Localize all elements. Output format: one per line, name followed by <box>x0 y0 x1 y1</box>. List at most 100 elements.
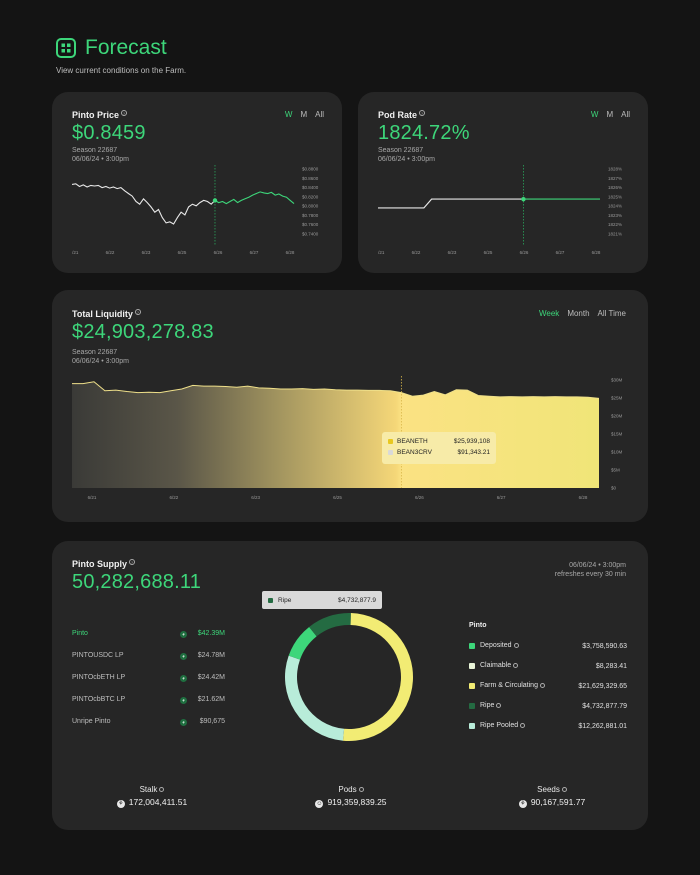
pods-icon: ☺ <box>315 800 324 808</box>
token-name: Unripe Pinto <box>72 718 111 725</box>
stalk-icon: ⚘ <box>116 800 125 808</box>
x-tick-label: 6/28 <box>286 250 295 255</box>
series-line-past <box>378 198 524 209</box>
tooltip-value: $25,939,108 <box>453 438 490 445</box>
x-tick-label: 6/21 <box>88 495 97 500</box>
x-tick-label: 6/23 <box>251 495 260 500</box>
pinto-price-chart[interactable]: $0.8800 $0.8600 $0.8400 $0.8200 $0.8000 $0.78… <box>72 164 332 259</box>
page-title: Forecast <box>85 36 167 59</box>
token-row[interactable]: PINTOcbBTC LP ⚘ $21.62M <box>72 696 225 706</box>
y-tick-label: $0.8000 <box>302 204 319 209</box>
info-icon[interactable]: ? <box>419 110 426 116</box>
pod-rate-season: Season 22687 <box>378 147 424 154</box>
stat-label-text: Seeds <box>537 785 560 794</box>
legend-swatch <box>469 722 475 729</box>
info-icon[interactable]: ? <box>121 110 128 116</box>
stat-label-text: Pods <box>338 785 357 794</box>
range-m-button[interactable]: M <box>606 110 614 119</box>
x-tick-label: 6/22 <box>169 495 178 500</box>
series-line-past <box>72 183 216 225</box>
total-liquidity-value: $24,903,278.83 <box>72 321 214 343</box>
y-tick-label: 1821% <box>608 232 622 237</box>
info-icon[interactable]: ? <box>134 309 141 315</box>
range-week-button[interactable]: Week <box>539 309 560 318</box>
info-icon[interactable] <box>513 663 519 668</box>
donut-slice-deposited <box>288 626 317 660</box>
range-all-button[interactable]: All <box>315 110 324 119</box>
pinto-price-season: Season 22687 <box>72 147 118 154</box>
info-icon[interactable] <box>358 787 364 793</box>
range-m-button[interactable]: M <box>300 110 308 119</box>
total-liquidity-time: 06/06/24 • 3:00pm <box>72 358 129 365</box>
x-tick-label: 6/26 <box>214 250 223 255</box>
legend-swatch <box>469 662 475 669</box>
liquidity-line <box>72 381 600 399</box>
series-line-current <box>214 191 295 205</box>
token-row[interactable]: PINTOUSDC LP ⚘ $24.78M <box>72 652 225 662</box>
range-w-button[interactable]: W <box>284 110 293 119</box>
legend-label: Claimable <box>480 662 512 669</box>
token-name: PINTOUSDC LP <box>72 652 124 659</box>
stat-stalk: Stalk ⚘ 172,004,411.51 <box>92 785 212 808</box>
legend-label: Deposited <box>480 642 512 649</box>
tooltip-label: BEANETH <box>397 438 428 445</box>
x-tick-label: 6/23 <box>448 250 457 255</box>
y-tick-label: $0.7800 <box>302 213 319 218</box>
x-tick-label: 6/26 <box>520 250 529 255</box>
x-tick-label: 6/22 <box>106 250 115 255</box>
stat-seeds: Seeds ⚘ 90,167,591.77 <box>492 785 612 808</box>
info-icon[interactable] <box>539 683 545 688</box>
pinto-price-time: 06/06/24 • 3:00pm <box>72 156 129 163</box>
y-tick-label: $20M <box>611 414 623 419</box>
legend-title: Pinto <box>469 622 487 629</box>
stat-value-row: ☺ 919,359,839.25 <box>291 797 411 808</box>
pod-rate-chart[interactable]: 1828% 1827% 1826% 1825% 1824% 1823% 1822% 1821%… <box>378 164 638 259</box>
legend-label: Ripe <box>480 702 495 709</box>
total-liquidity-season: Season 22687 <box>72 349 118 356</box>
x-tick-label: 6/26 <box>415 495 424 500</box>
hover-marker-point <box>212 198 218 203</box>
total-liquidity-chart[interactable]: $30M $25M $20M $15M $10M $5M $0 6/21 6/22 6/23 6/2… <box>72 376 638 508</box>
hover-marker-point <box>521 196 526 202</box>
info-icon[interactable] <box>159 787 165 793</box>
pinto-supply-card: Pinto Supply? 50,282,688.11 06/06/24 • 3… <box>52 541 648 830</box>
pinto-price-range: W M All <box>277 110 324 119</box>
legend-swatch <box>469 642 475 649</box>
supply-donut-chart[interactable] <box>278 606 420 748</box>
ripe-swatch <box>268 597 273 603</box>
total-liquidity-title: Total Liquidity? <box>72 309 141 319</box>
token-row[interactable]: Pinto ⚘ $42.39M <box>72 630 225 640</box>
tooltip-value: $4,732,877.9 <box>338 596 376 604</box>
info-icon[interactable] <box>496 703 502 708</box>
pinto-supply-time: 06/06/24 • 3:00pm <box>569 562 626 569</box>
token-value: $90,675 <box>199 718 225 725</box>
legend-row[interactable]: Deposited $3,758,590.63 <box>469 642 627 652</box>
legend-row[interactable]: Farm & Circulating $21,629,329.65 <box>469 682 627 692</box>
range-all-button[interactable]: All <box>621 110 630 119</box>
y-tick-label: 1824% <box>608 204 622 209</box>
tooltip-row: BEANETH $25,939,108 <box>388 436 490 447</box>
pod-rate-title: Pod Rate? <box>378 110 426 120</box>
legend-row[interactable]: Ripe $4,732,877.79 <box>469 702 627 712</box>
legend-label: Ripe Pooled <box>480 722 519 729</box>
pod-rate-range: W M All <box>583 110 630 119</box>
info-icon[interactable] <box>520 723 526 728</box>
y-tick-label: 1828% <box>608 167 622 172</box>
y-tick-label: $10M <box>611 450 623 455</box>
info-icon[interactable]: ? <box>129 559 135 565</box>
token-value: $24.42M <box>197 674 225 681</box>
y-tick-label: $0.8400 <box>302 185 319 190</box>
range-month-button[interactable]: Month <box>567 309 590 318</box>
token-row[interactable]: PINTOcbETH LP ⚘ $24.42M <box>72 674 225 684</box>
legend-value: $3,758,590.63 <box>582 643 627 650</box>
info-icon[interactable] <box>513 643 519 648</box>
range-w-button[interactable]: W <box>590 110 599 119</box>
stat-value: 919,359,839.25 <box>327 797 387 807</box>
info-icon[interactable] <box>561 787 567 793</box>
range-alltime-button[interactable]: All Time <box>597 309 626 318</box>
seeds-icon: ⚘ <box>518 800 527 808</box>
token-row[interactable]: Unripe Pinto ⚘ $90,675 <box>72 718 225 728</box>
y-tick-label: 1825% <box>608 194 622 199</box>
legend-row[interactable]: Ripe Pooled $12,262,881.01 <box>469 722 627 732</box>
legend-row[interactable]: Claimable $8,283.41 <box>469 662 627 672</box>
